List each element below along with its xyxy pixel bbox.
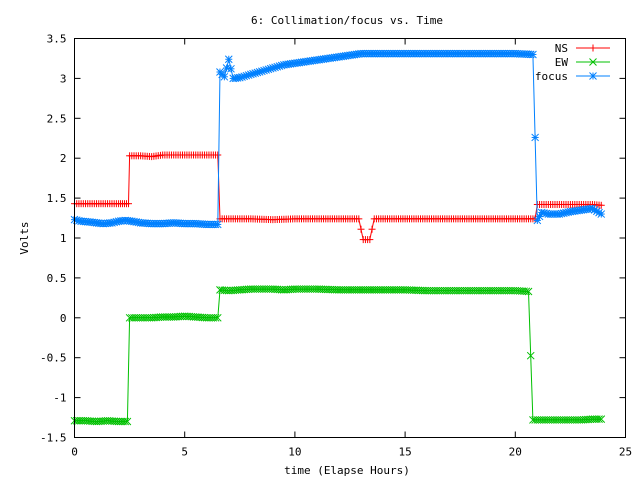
series-line-focus: [74, 53, 602, 225]
data-point: [522, 287, 531, 296]
x-tick-label: 0: [71, 446, 78, 459]
x-tick-label: 5: [181, 446, 188, 459]
data-point: [531, 133, 539, 142]
y-tick-label: 1.5: [47, 192, 67, 205]
series-line-ew: [74, 288, 602, 423]
series-focus: [70, 49, 606, 229]
data-point: [213, 313, 222, 322]
y-tick-label: -1: [53, 392, 66, 405]
data-point: [597, 201, 605, 209]
y-tick-label: 3.5: [47, 33, 67, 46]
legend-label-focus: focus: [535, 70, 568, 83]
y-tick-label: 1: [60, 232, 67, 245]
data-point: [211, 313, 220, 322]
series-layer: [70, 49, 606, 426]
data-point: [121, 417, 130, 426]
x-tick-label: 20: [509, 446, 522, 459]
data-point: [366, 236, 374, 244]
y-tick-label: 2.5: [47, 112, 67, 125]
data-point: [597, 415, 606, 423]
y-tick-label: 0.5: [47, 272, 67, 285]
data-point: [123, 417, 132, 426]
data-point: [220, 72, 229, 81]
legend-marker-focus: [589, 72, 597, 80]
data-point: [595, 415, 603, 423]
chart-title: 6: Collimation/focus vs. Time: [251, 14, 443, 27]
data-point: [213, 220, 222, 229]
data-point: [592, 207, 601, 216]
data-point: [124, 200, 132, 208]
y-tick-label: 0: [60, 312, 67, 325]
y-axis-label: Volts: [18, 221, 31, 254]
data-point: [224, 55, 233, 64]
x-tick-label: 10: [288, 446, 301, 459]
data-point: [526, 351, 535, 360]
data-point: [524, 287, 533, 296]
data-point: [355, 215, 363, 223]
y-tick-label: 3: [60, 72, 67, 85]
series-ew: [70, 285, 606, 426]
y-tick-label: 2: [60, 152, 67, 165]
legend-marker-ew: [589, 58, 597, 66]
series-ns: [71, 151, 605, 244]
data-point: [227, 64, 235, 73]
data-point: [214, 151, 222, 159]
x-tick-label: 25: [619, 446, 632, 459]
legend-label-ew: EW: [555, 56, 569, 69]
plot-frame: [74, 38, 626, 438]
data-point: [597, 210, 606, 218]
x-tick-label: 15: [398, 446, 411, 459]
data-point: [529, 50, 537, 59]
y-tick-label: -1.5: [40, 432, 67, 445]
legend-marker-ns: [589, 44, 597, 52]
y-tick-label: -0.5: [40, 352, 67, 365]
data-point: [357, 225, 365, 233]
data-point: [368, 225, 376, 233]
x-axis-label: time (Elapse Hours): [284, 464, 410, 477]
axis-ticks: 0 5 10 15 20 25 -1.5 -1 -0.5 0 0.5 1 1.5 2 2.5 3 3.5: [40, 33, 632, 459]
legend-label-ns: NS: [555, 42, 568, 55]
